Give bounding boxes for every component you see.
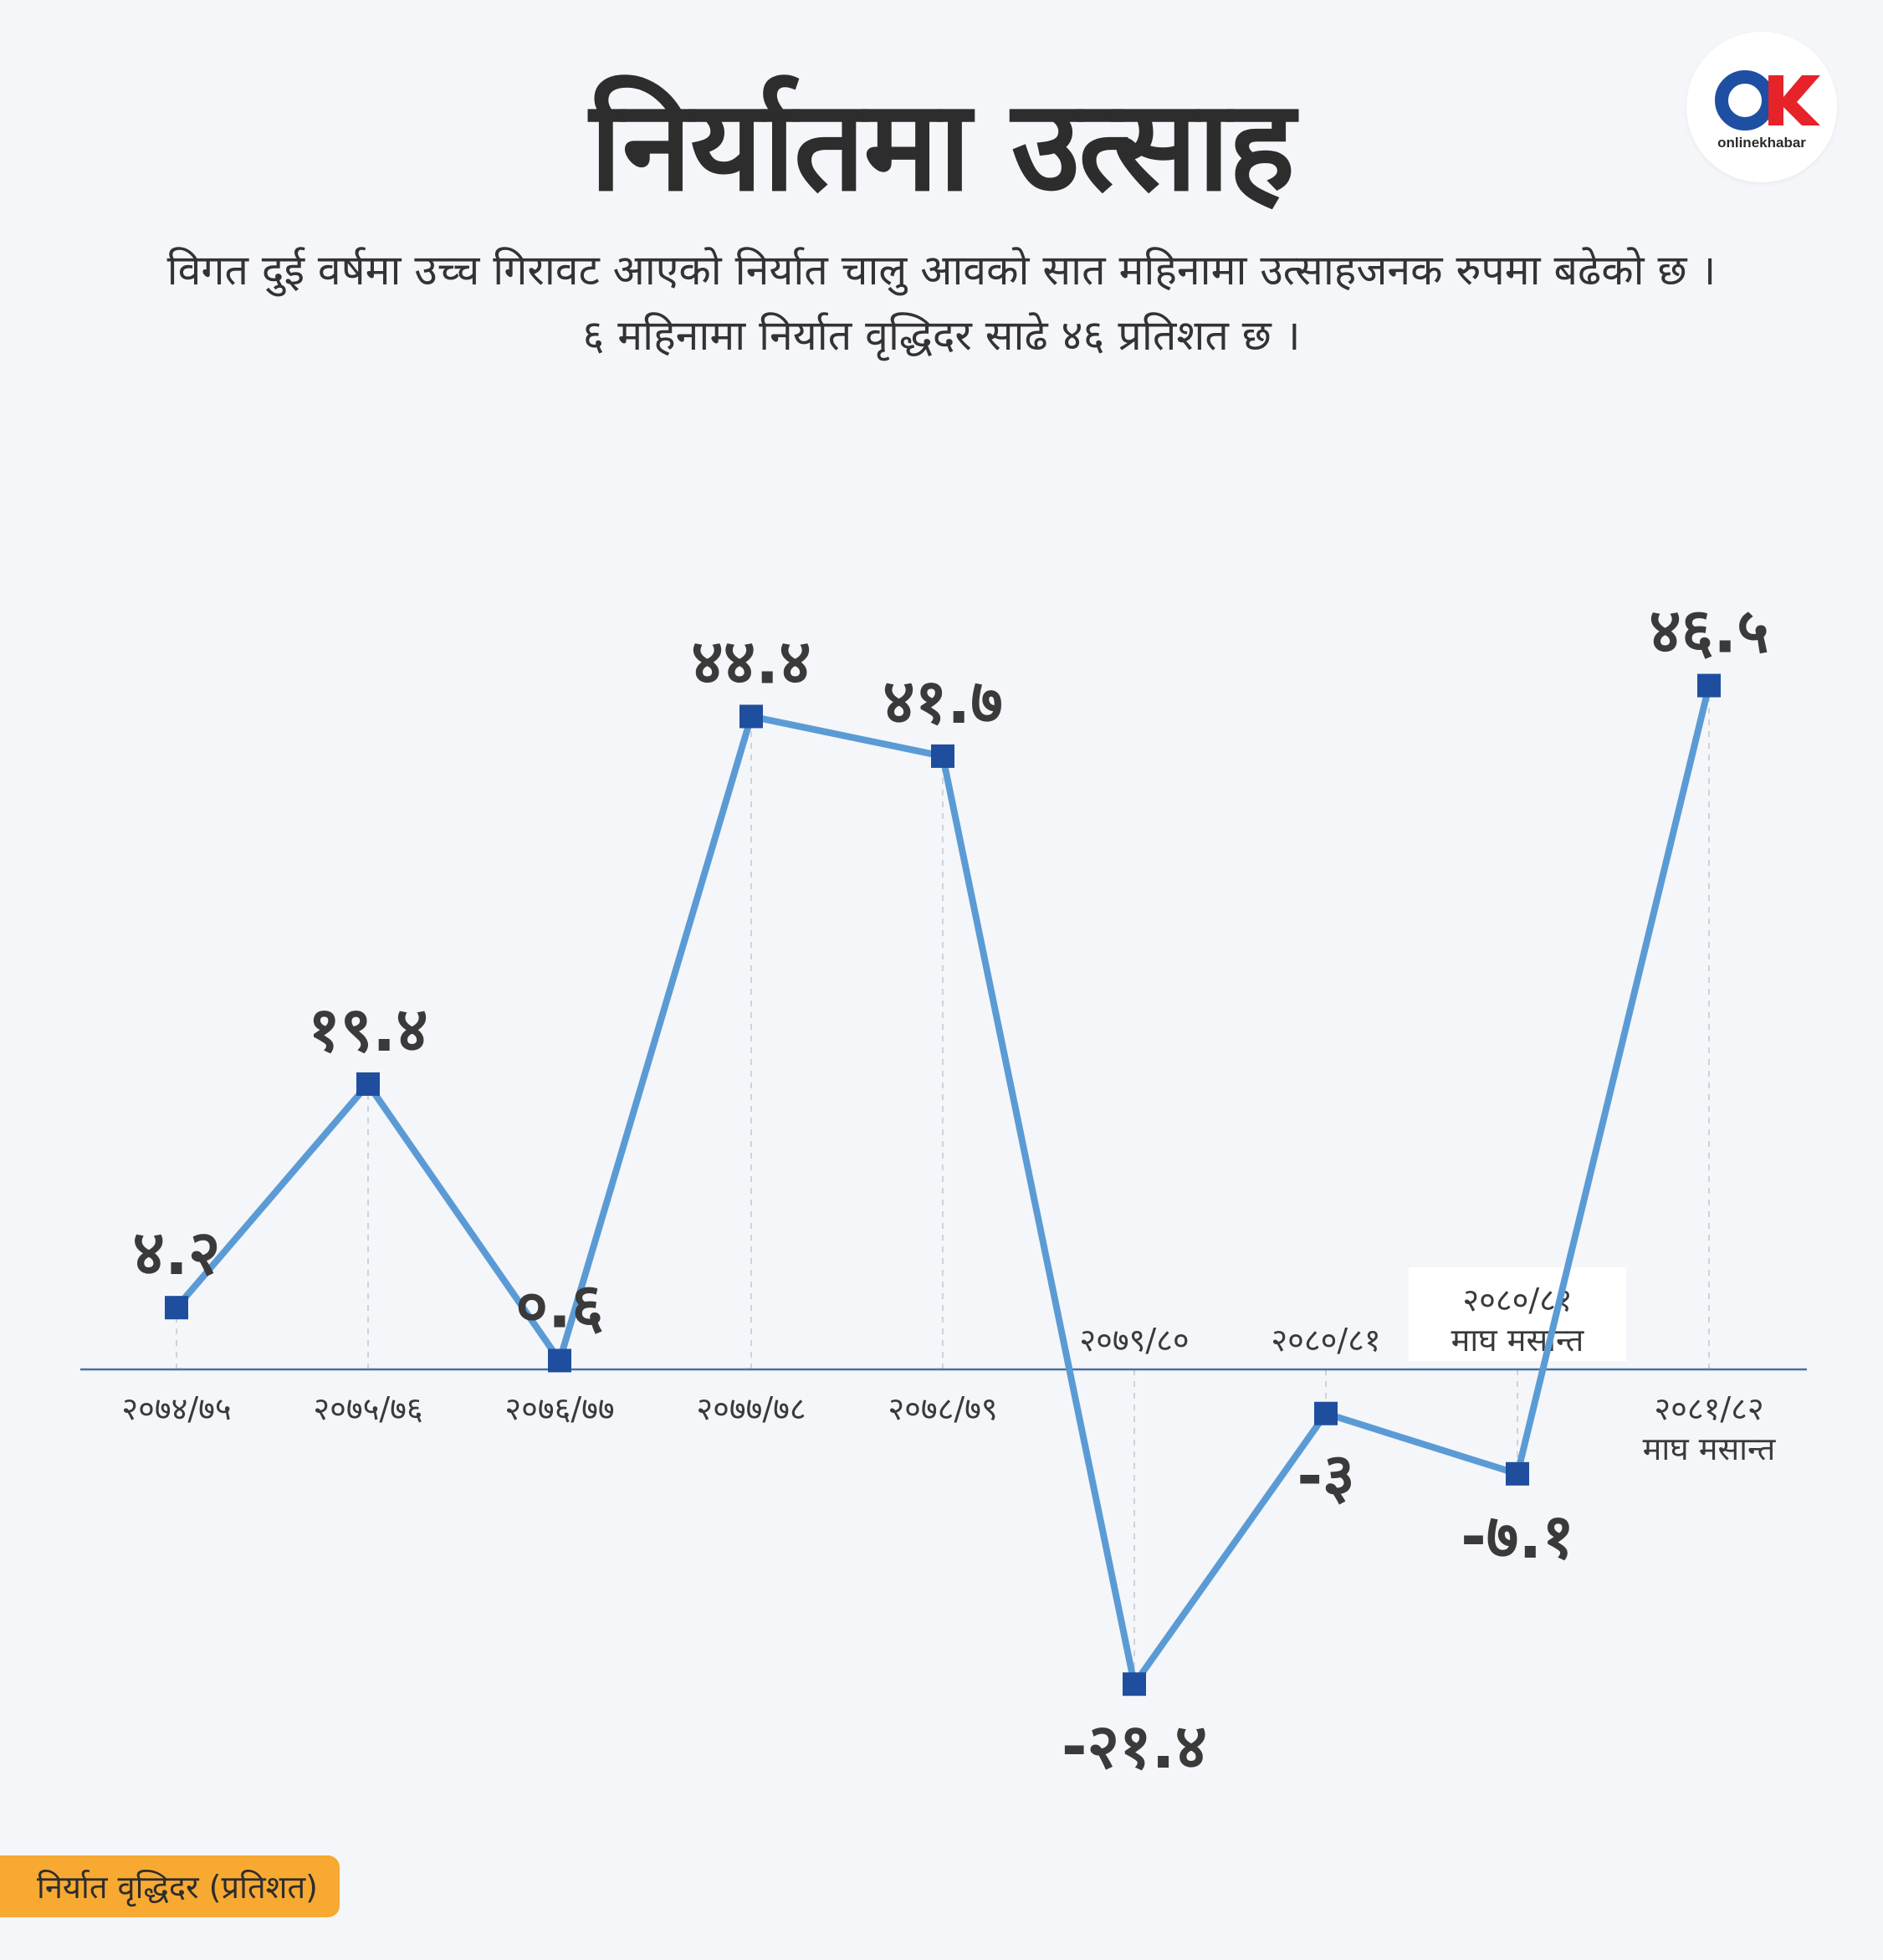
- category-label: २०७५/७६: [313, 1390, 422, 1427]
- data-label: ४१.७: [883, 666, 1003, 738]
- logo-text: onlinekhabar: [1717, 135, 1806, 151]
- data-point: [1123, 1672, 1146, 1696]
- data-label: ४६.५: [1649, 596, 1769, 668]
- category-label: माघ मसान्त: [1451, 1322, 1585, 1359]
- data-point: [1314, 1401, 1338, 1425]
- data-point: [356, 1072, 380, 1096]
- category-label: २०७८/७९: [888, 1390, 997, 1427]
- data-label: ०.६: [515, 1270, 603, 1342]
- data-label: -७.१: [1461, 1501, 1574, 1573]
- subtitle: विगत दुई वर्षमा उच्च गिरावट आएको निर्यात…: [33, 238, 1850, 368]
- category-label: २०८०/८१: [1271, 1322, 1380, 1359]
- data-point: [739, 704, 763, 729]
- data-point: [548, 1348, 571, 1373]
- data-point: [1506, 1461, 1529, 1486]
- onlinekhabar-logo: onlinekhabar: [1686, 32, 1837, 182]
- category-label: २०७९/८०: [1079, 1322, 1189, 1359]
- data-label: १९.४: [308, 994, 428, 1066]
- data-label: ४.२: [132, 1217, 220, 1289]
- legend-label: निर्यात वृद्धिदर (प्रतिशत): [37, 1869, 318, 1906]
- data-label: -३: [1297, 1441, 1354, 1512]
- category-label: २०८१/८२: [1654, 1390, 1763, 1427]
- legend: निर्यात वृद्धिदर (प्रतिशत): [0, 1855, 340, 1917]
- subtitle-line-1: विगत दुई वर्षमा उच्च गिरावट आएको निर्यात…: [166, 246, 1717, 294]
- data-point: [1697, 673, 1721, 698]
- subtitle-line-2: ६ महिनामा निर्यात वृद्धिदर साढे ४६ प्रति…: [582, 310, 1301, 360]
- category-label: माघ मसान्त: [1643, 1430, 1777, 1467]
- data-point: [165, 1296, 188, 1320]
- category-label: २०७७/७८: [696, 1390, 806, 1427]
- category-label: २०७६/७७: [504, 1390, 614, 1427]
- data-point: [931, 744, 954, 768]
- page-title: निर्यातमा उत्साह: [589, 74, 1295, 219]
- data-label: -२१.४: [1062, 1711, 1207, 1783]
- category-label-bg: [1409, 1267, 1626, 1361]
- logo-mark: onlinekhabar: [1715, 70, 1820, 151]
- category-label: २०७४/७५: [121, 1390, 231, 1427]
- data-label: ४४.४: [691, 626, 811, 698]
